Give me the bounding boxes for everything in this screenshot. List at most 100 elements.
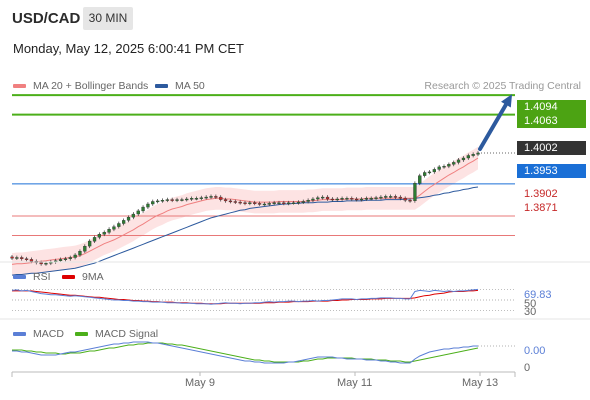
macd-signal-swatch-icon [75, 332, 88, 336]
pivot-tag: 1.3953 [517, 164, 586, 178]
candle [29, 259, 34, 262]
x-tick-label: May 9 [185, 377, 215, 389]
candle [39, 262, 43, 265]
candle [160, 199, 165, 202]
candle [432, 169, 436, 173]
macd-signal-line [12, 342, 479, 363]
candle [384, 196, 388, 198]
legend-rsi-ma-label: 9MA [82, 271, 104, 283]
candle [369, 198, 373, 200]
candle [223, 199, 228, 202]
candle [146, 203, 150, 208]
candle [180, 199, 184, 201]
candle [165, 199, 169, 201]
candle [131, 213, 135, 218]
candle [117, 223, 121, 227]
current-price-tag: 1.4002 [517, 141, 586, 155]
candle [136, 210, 140, 215]
rsi-ma-line [12, 289, 479, 305]
resistance-2-tag: 1.4094 [517, 100, 586, 114]
candle [20, 257, 24, 259]
candle [112, 226, 116, 230]
rsi-ma-swatch-icon [62, 275, 75, 279]
legend-macd-signal: MACD Signal [75, 328, 158, 340]
candle [335, 198, 339, 201]
candle [97, 233, 102, 238]
candle [456, 159, 461, 163]
candle [204, 196, 208, 199]
legend-rsi-ma: 9MA [62, 271, 104, 283]
candle [73, 254, 77, 258]
candle [238, 201, 242, 204]
candle [63, 258, 68, 260]
research-credit: Research © 2025 Trading Central [424, 80, 581, 92]
candle [277, 202, 281, 204]
candle [58, 259, 63, 261]
candle [340, 198, 344, 200]
candle [403, 198, 407, 201]
legend-macd: MACD [13, 328, 64, 340]
candle [233, 201, 237, 203]
candle [189, 198, 194, 200]
timeframe-badge[interactable]: 30 MIN [83, 7, 133, 30]
rsi-line [11, 288, 479, 305]
legend-macd-signal-label: MACD Signal [95, 328, 159, 340]
candle [461, 157, 466, 161]
candle [253, 202, 257, 204]
candle [301, 201, 305, 203]
candle [398, 196, 402, 199]
candle [359, 198, 364, 201]
candle [78, 250, 82, 256]
candle [68, 257, 72, 259]
candle [408, 199, 412, 202]
candle [471, 154, 475, 156]
x-tick-label: May 11 [337, 377, 373, 389]
candle [175, 199, 179, 201]
candle [466, 155, 470, 159]
candle [364, 198, 368, 200]
candle [15, 257, 19, 259]
candle [296, 201, 301, 204]
forecast-arrow [478, 99, 510, 151]
candle [92, 237, 97, 242]
ma20-swatch-icon [13, 84, 26, 88]
candle [126, 216, 131, 221]
legend-ma20: MA 20 + Bollinger Bands [13, 80, 148, 92]
candle [350, 198, 354, 200]
candle [44, 263, 48, 265]
candle [87, 240, 92, 247]
candle [393, 196, 398, 198]
candle [107, 228, 111, 233]
candle [452, 162, 456, 165]
symbol-title: USD/CAD [12, 10, 81, 27]
rsi-current-value: 69.83 [524, 289, 552, 301]
macd-tick-0: 0 [524, 362, 531, 374]
candle [287, 202, 291, 204]
candle [199, 197, 203, 199]
candle [442, 165, 446, 168]
candle [272, 202, 276, 204]
candle [141, 206, 145, 212]
candle [374, 197, 378, 199]
candle [427, 171, 432, 174]
candle [379, 196, 383, 199]
resistance-1-tag: 1.4063 [517, 114, 586, 128]
candle [228, 200, 233, 203]
candle [219, 196, 223, 200]
macd-current-value: 0.00 [524, 345, 546, 357]
rsi-tick-50: 50 [524, 298, 537, 310]
candle [413, 182, 417, 201]
candle [476, 152, 480, 155]
candle [194, 198, 199, 200]
timestamp: Monday, May 12, 2025 6:00:41 PM CET [13, 41, 244, 56]
legend-rsi-label: RSI [33, 271, 51, 283]
candle [214, 196, 218, 198]
macd-line [12, 341, 478, 364]
legend-ma20-label: MA 20 + Bollinger Bands [33, 80, 149, 92]
candle [437, 166, 441, 170]
candle [24, 258, 29, 260]
candle [121, 220, 126, 224]
rsi-tick-30: 30 [524, 306, 537, 318]
bollinger-band-area [12, 146, 478, 276]
